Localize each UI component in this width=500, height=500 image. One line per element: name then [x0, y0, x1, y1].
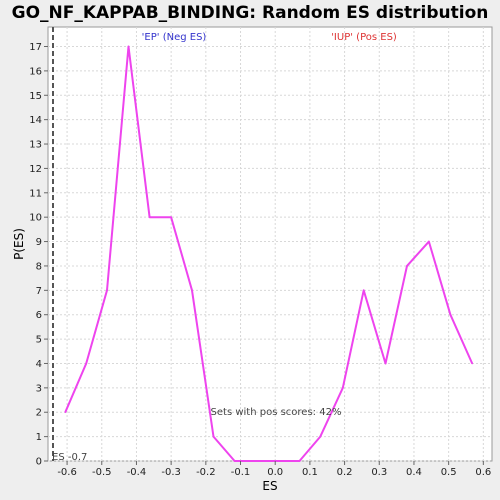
- x-tick-label: -0.3: [161, 467, 181, 478]
- data-point: [234, 460, 236, 462]
- x-tick-label: 0.1: [302, 467, 318, 478]
- x-tick-label: 0.0: [267, 467, 283, 478]
- data-point: [85, 363, 87, 365]
- y-tick-label: 5: [36, 335, 42, 346]
- data-point: [471, 363, 473, 365]
- data-point: [277, 460, 279, 462]
- y-tick-label: 6: [36, 310, 42, 321]
- y-tick-label: 8: [36, 261, 42, 272]
- x-tick-label: 0.6: [475, 467, 491, 478]
- data-point: [342, 387, 344, 389]
- neg-es-label: 'EP' (Neg ES): [142, 32, 207, 43]
- y-tick-label: 12: [29, 164, 42, 175]
- observed-es-label: ES -0.7: [52, 452, 87, 463]
- x-tick-label: -0.6: [57, 467, 77, 478]
- data-point: [170, 216, 172, 218]
- data-point: [363, 290, 365, 292]
- x-tick-label: 0.3: [371, 467, 387, 478]
- y-tick-label: 4: [36, 359, 42, 370]
- y-tick-label: 16: [29, 66, 42, 77]
- x-tick-label: -0.2: [196, 467, 216, 478]
- data-point: [191, 290, 193, 292]
- x-tick-label: 0.4: [406, 467, 422, 478]
- x-tick-label: -0.1: [231, 467, 251, 478]
- y-tick-label: 10: [29, 213, 42, 224]
- y-tick-label: 0: [36, 457, 42, 468]
- y-tick-label: 13: [29, 140, 42, 151]
- x-tick-label: 0.5: [441, 467, 457, 478]
- data-point: [428, 241, 430, 243]
- chart-title: GO_NF_KAPPAB_BINDING: Random ES distribu…: [12, 3, 489, 23]
- data-point: [255, 460, 257, 462]
- data-point: [213, 436, 215, 438]
- y-tick-label: 15: [29, 91, 42, 102]
- y-tick-label: 2: [36, 408, 42, 419]
- x-tick-label: -0.5: [92, 467, 112, 478]
- x-tick-label: 0.2: [337, 467, 353, 478]
- data-point: [128, 46, 130, 48]
- x-tick-label: -0.4: [127, 467, 147, 478]
- data-point: [450, 314, 452, 316]
- y-tick-label: 7: [36, 286, 42, 297]
- y-axis-label: P(ES): [12, 228, 26, 260]
- data-point: [149, 216, 151, 218]
- data-point: [65, 411, 67, 413]
- pos-scores-label: Sets with pos scores: 42%: [211, 407, 342, 418]
- y-tick-label: 11: [29, 188, 42, 199]
- data-point: [319, 436, 321, 438]
- pos-es-label: 'IUP' (Pos ES): [331, 32, 397, 43]
- data-point: [385, 363, 387, 365]
- y-tick-label: 3: [36, 383, 42, 394]
- y-tick-label: 14: [29, 115, 42, 126]
- y-tick-label: 17: [29, 42, 42, 53]
- data-point: [406, 265, 408, 267]
- y-tick-label: 9: [36, 237, 42, 248]
- data-point: [299, 460, 301, 462]
- x-axis-label: ES: [262, 479, 277, 493]
- data-point: [106, 290, 108, 292]
- y-tick-label: 1: [36, 432, 42, 443]
